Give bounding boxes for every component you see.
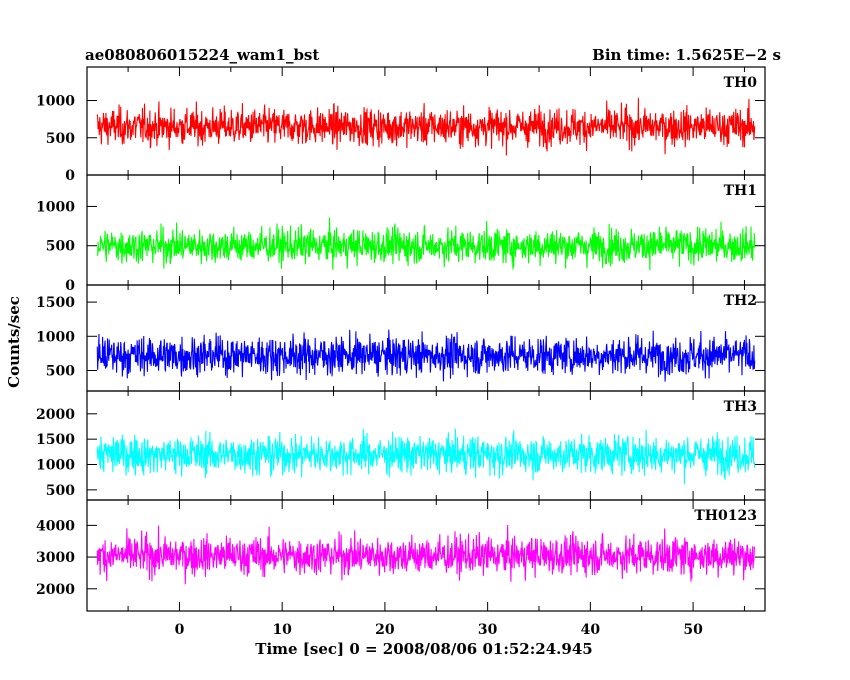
panel-th1: 0 500 1000 TH1	[36, 174, 766, 294]
x-tick-label: 10	[272, 622, 292, 638]
y-tick-label: 0	[65, 168, 75, 184]
panel-th0: 0 500 1000 TH0	[36, 66, 766, 184]
y-tick-label: 1000	[36, 329, 75, 345]
panel-name-label: TH0123	[694, 508, 757, 524]
y-tick-label: 2000	[36, 407, 75, 423]
chart-title-right: Bin time: 1.5625E−2 s	[592, 46, 781, 64]
y-tick-label: 4000	[36, 518, 75, 534]
panel-th0123: 2000 3000 4000 TH0123	[36, 499, 766, 612]
panel-name-label: TH2	[724, 293, 757, 309]
panel-name-label: TH1	[724, 183, 757, 199]
x-tick-label: 40	[581, 622, 601, 638]
series-line-th1	[96, 217, 756, 271]
chart-title-left: ae080806015224_wam1_bst	[85, 46, 319, 64]
y-tick-label: 500	[46, 131, 75, 147]
y-tick-label: 500	[46, 483, 75, 499]
panel-th2: 500 1000 1500 TH2	[36, 284, 766, 392]
series-line-th2	[96, 329, 756, 382]
y-tick-label: 3000	[36, 550, 75, 566]
y-axis-label: Counts/sec	[5, 296, 23, 388]
x-tick-label: 0	[175, 622, 185, 638]
x-axis-label: Time [sec] 0 = 2008/08/06 01:52:24.945	[255, 640, 592, 658]
x-tick-label: 20	[375, 622, 395, 638]
y-tick-label: 1000	[36, 94, 75, 110]
y-tick-label: 1000	[36, 458, 75, 474]
panel-name-label: TH0	[724, 75, 758, 91]
y-tick-label: 0	[65, 278, 75, 294]
y-tick-label: 1500	[36, 432, 75, 448]
series-line-th0123	[96, 524, 756, 585]
panel-th3: 500 1000 1500 2000 TH3	[36, 390, 766, 501]
series-line-th0	[96, 97, 756, 156]
y-tick-label: 1500	[36, 295, 75, 311]
y-tick-label: 500	[46, 363, 75, 379]
y-tick-label: 2000	[36, 582, 75, 598]
panel-frame	[86, 499, 766, 612]
y-tick-label: 1000	[36, 199, 75, 215]
y-tick-label: 500	[46, 239, 75, 255]
panel-name-label: TH3	[724, 399, 757, 415]
series-line-th3	[96, 428, 756, 485]
panel-frame	[86, 284, 766, 392]
x-tick-label: 50	[683, 622, 703, 638]
x-tick-label: 30	[478, 622, 498, 638]
panel-frame	[86, 174, 766, 286]
